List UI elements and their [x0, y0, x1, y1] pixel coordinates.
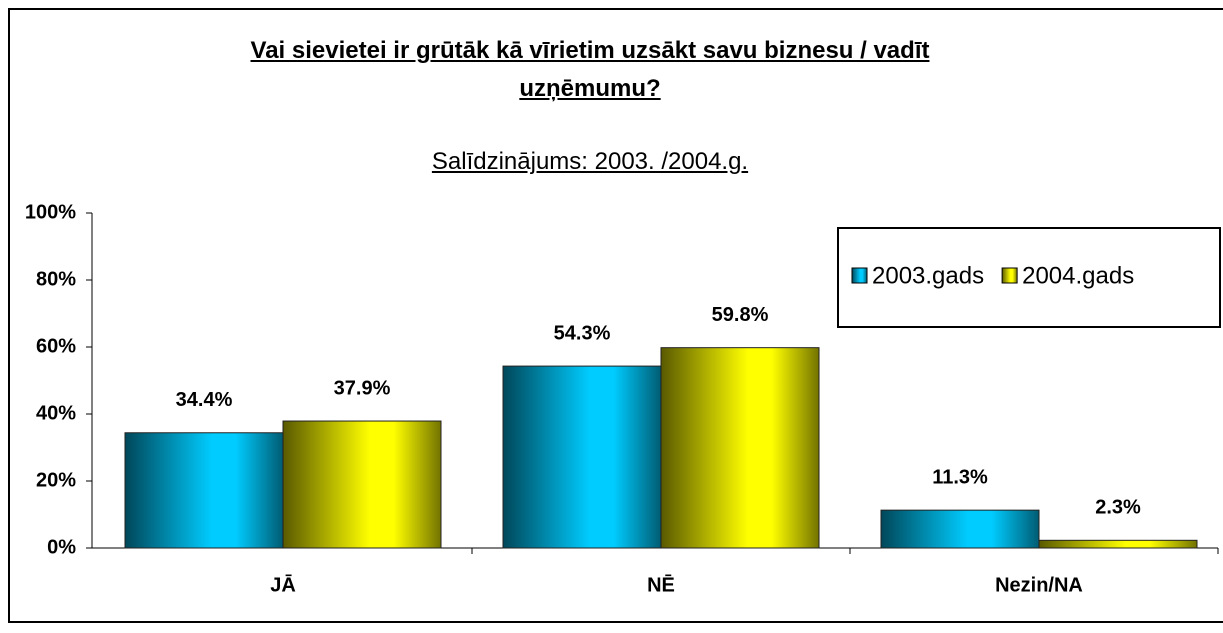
- legend-label: 2004.gads: [1022, 262, 1134, 289]
- value-label: 37.9%: [334, 377, 391, 399]
- legend-box: [837, 227, 1221, 328]
- legend-label: 2003.gads: [872, 262, 984, 289]
- bar: [660, 347, 820, 549]
- value-label: 34.4%: [176, 389, 233, 411]
- bar: [124, 432, 284, 549]
- value-label: 2.3%: [1095, 497, 1141, 519]
- x-tick-label: JĀ: [270, 574, 296, 596]
- legend-swatch: [851, 267, 868, 284]
- bar: [282, 420, 442, 549]
- y-tick-label: 0%: [47, 536, 76, 558]
- y-tick-label: 20%: [36, 469, 76, 491]
- bar: [1038, 539, 1198, 549]
- x-tick-label: Nezin/NA: [995, 574, 1083, 596]
- bar: [502, 365, 662, 549]
- legend-swatch: [1001, 267, 1018, 284]
- y-tick-label: 40%: [36, 402, 76, 424]
- value-label: 59.8%: [712, 304, 769, 326]
- value-label: 11.3%: [932, 466, 988, 488]
- y-tick-label: 80%: [36, 268, 76, 290]
- value-label: 54.3%: [554, 322, 611, 344]
- x-tick-label: NĒ: [647, 574, 675, 596]
- y-tick-label: 60%: [36, 335, 76, 357]
- y-tick-label: 100%: [25, 201, 76, 223]
- chart-frame: [8, 8, 1223, 623]
- chart-subtitle: Salīdzinājums: 2003. /2004.g.: [431, 148, 749, 175]
- bar: [880, 509, 1040, 549]
- chart-title: Vai sievietei ir grūtāk kā vīrietim uzsā…: [250, 37, 930, 102]
